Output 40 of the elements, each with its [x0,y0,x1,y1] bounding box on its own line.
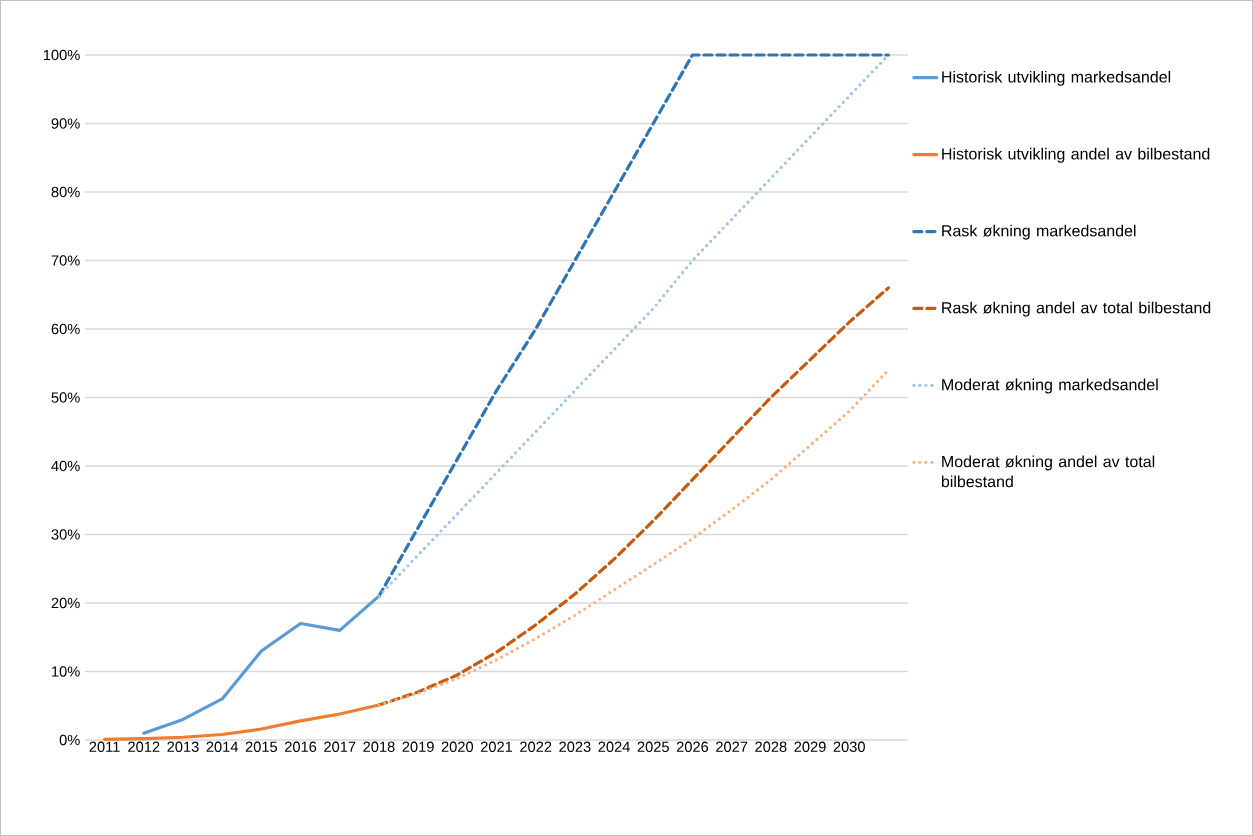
y-tick-label: 40% [51,460,80,472]
y-tick-label: 20% [51,597,80,609]
x-tick-label: 2029 [794,741,826,752]
x-tick-label: 2021 [480,741,513,752]
y-tick-label: 60% [51,323,80,335]
legend-label: Rask økning andel av total bilbestand [942,301,1211,317]
x-tick-label: 2025 [637,741,669,752]
x-tick-label: 2019 [402,741,434,752]
legend-label: Moderat økning andel av total bilbestand [941,455,1155,488]
y-tick-label: 100% [43,49,80,61]
line-series [377,286,891,707]
x-tick-label: 2020 [441,741,474,752]
x-tick-label: 2026 [676,741,709,752]
legend-label: Moderat økning markedsandel [942,378,1158,394]
x-tick-label: 2012 [128,741,160,752]
y-tick-label: 90% [51,118,80,129]
x-tick-label: 2018 [363,741,395,752]
line-series [103,703,381,741]
x-tick-label: 2024 [598,741,630,752]
y-tick-label: 0% [59,734,80,746]
x-tick-label: 2022 [520,741,552,752]
x-tick-label: 2014 [206,741,239,752]
x-tick-label: 2027 [716,741,748,752]
x-tick-label: 2013 [167,741,199,752]
x-tick-label: 2011 [89,741,120,752]
x-tick-label: 2016 [284,741,317,752]
y-tick-label: 80% [51,186,80,198]
y-tick-label: 70% [51,255,80,266]
y-tick-label: 10% [52,666,80,677]
legend-label: Historisk utvikling andel av bilbestand [942,147,1210,163]
x-tick-label: 2023 [559,741,591,752]
x-tick-label: 2030 [833,741,865,752]
x-tick-label: 2028 [755,741,787,752]
x-tick-label: 2015 [245,741,278,752]
y-tick-label: 50% [51,392,80,403]
legend-label: Historisk utvikling markedsandel [942,70,1171,86]
legend-label: Rask økning markedsandel [942,224,1136,240]
x-tick-label: 2017 [324,741,356,752]
y-tick-label: 30% [51,529,80,540]
line-series [142,594,381,735]
